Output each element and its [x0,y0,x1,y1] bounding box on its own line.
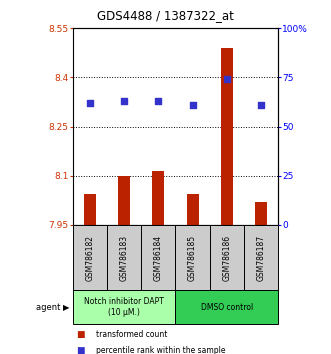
Text: agent ▶: agent ▶ [36,303,70,312]
Text: GSM786184: GSM786184 [154,234,163,281]
Text: GSM786187: GSM786187 [257,234,265,281]
Text: percentile rank within the sample: percentile rank within the sample [96,346,225,354]
Text: GSM786183: GSM786183 [119,234,129,281]
Point [121,98,127,104]
Text: GDS4488 / 1387322_at: GDS4488 / 1387322_at [97,9,234,22]
Text: Notch inhibitor DAPT
(10 μM.): Notch inhibitor DAPT (10 μM.) [84,297,164,317]
Point [87,100,93,106]
Bar [255,202,267,225]
Bar [152,171,164,225]
Bar [118,176,130,225]
Text: DMSO control: DMSO control [201,303,253,312]
Point [190,102,195,108]
Text: GSM786182: GSM786182 [85,235,94,280]
Bar [221,48,233,225]
Bar [84,194,96,225]
Point [224,76,229,82]
Text: ■: ■ [76,346,85,354]
Point [156,98,161,104]
Text: ■: ■ [76,330,85,339]
Bar [187,194,199,225]
Text: transformed count: transformed count [96,330,167,339]
Text: GSM786186: GSM786186 [222,234,231,281]
Text: GSM786185: GSM786185 [188,234,197,281]
Point [258,102,263,108]
